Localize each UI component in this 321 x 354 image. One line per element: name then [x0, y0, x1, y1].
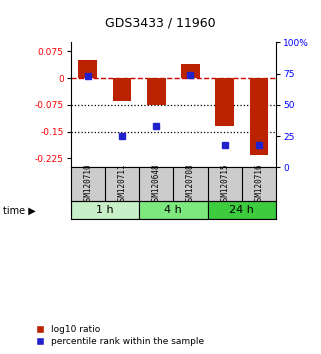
Bar: [71, 201, 139, 219]
Text: GSM120716: GSM120716: [255, 164, 264, 205]
Text: GDS3433 / 11960: GDS3433 / 11960: [105, 17, 216, 29]
Bar: [147, 78, 166, 105]
Text: GSM120711: GSM120711: [117, 164, 126, 205]
Text: 1 h: 1 h: [96, 205, 114, 215]
Text: GSM120708: GSM120708: [186, 164, 195, 205]
Text: 24 h: 24 h: [230, 205, 254, 215]
Text: GSM120648: GSM120648: [152, 164, 161, 205]
Bar: [78, 60, 97, 78]
Text: time ▶: time ▶: [3, 205, 36, 215]
Legend: log10 ratio, percentile rank within the sample: log10 ratio, percentile rank within the …: [37, 325, 204, 346]
Text: 4 h: 4 h: [164, 205, 182, 215]
Bar: [208, 201, 276, 219]
Text: GSM120710: GSM120710: [83, 164, 92, 205]
Bar: [249, 78, 268, 155]
Text: GSM120715: GSM120715: [220, 164, 229, 205]
Bar: [215, 78, 234, 126]
Bar: [113, 78, 131, 101]
Bar: [181, 64, 200, 78]
Bar: [139, 201, 208, 219]
